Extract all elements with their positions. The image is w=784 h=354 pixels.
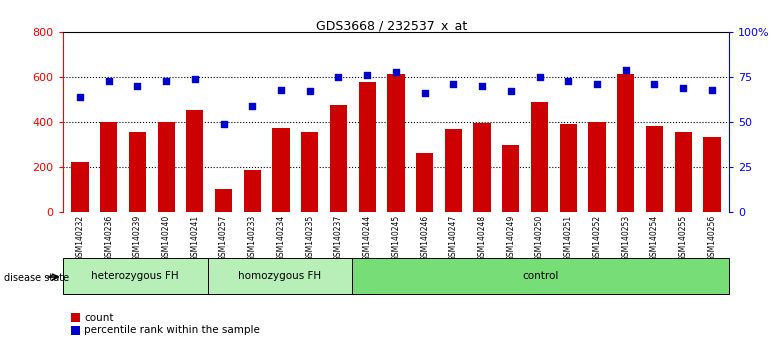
Bar: [674, 132, 691, 212]
Point: [390, 69, 402, 74]
Point: [590, 81, 603, 87]
Text: GSM140256: GSM140256: [707, 215, 717, 261]
Bar: [445, 129, 462, 212]
Bar: [208, 258, 353, 294]
Point: [419, 90, 431, 96]
Bar: [158, 122, 175, 212]
Text: GDS3668 / 232537_x_at: GDS3668 / 232537_x_at: [317, 19, 467, 33]
Point: [361, 72, 373, 78]
Point: [677, 85, 689, 91]
Point: [160, 78, 172, 84]
Bar: [531, 102, 548, 212]
Bar: [358, 81, 376, 212]
Text: disease state: disease state: [4, 273, 69, 283]
Text: count: count: [84, 313, 114, 323]
Bar: [503, 145, 520, 212]
Point: [562, 78, 575, 84]
Text: GSM140250: GSM140250: [535, 215, 544, 261]
Bar: [129, 132, 146, 212]
Bar: [301, 132, 318, 212]
Bar: [474, 123, 491, 212]
Bar: [617, 74, 634, 212]
Text: GSM140249: GSM140249: [506, 215, 515, 261]
Text: GSM140252: GSM140252: [593, 215, 601, 261]
Bar: [187, 110, 204, 212]
Bar: [71, 162, 89, 212]
Text: GSM140232: GSM140232: [75, 215, 85, 261]
Point: [706, 87, 718, 92]
Bar: [63, 258, 208, 294]
Point: [533, 74, 546, 80]
Text: GSM140254: GSM140254: [650, 215, 659, 261]
Text: GSM140235: GSM140235: [305, 215, 314, 261]
Bar: [387, 74, 405, 212]
Point: [648, 81, 661, 87]
Bar: [703, 137, 720, 212]
Text: GSM140251: GSM140251: [564, 215, 573, 261]
Bar: [272, 128, 289, 212]
Text: GSM140247: GSM140247: [449, 215, 458, 261]
Bar: [330, 105, 347, 212]
Text: GSM140246: GSM140246: [420, 215, 429, 261]
Text: GSM140255: GSM140255: [679, 215, 688, 261]
Text: heterozygous FH: heterozygous FH: [92, 271, 179, 281]
Text: GSM140244: GSM140244: [363, 215, 372, 261]
Text: percentile rank within the sample: percentile rank within the sample: [84, 325, 260, 335]
Text: GSM140248: GSM140248: [477, 215, 487, 261]
Point: [447, 81, 459, 87]
Point: [332, 74, 345, 80]
Point: [505, 88, 517, 94]
Point: [74, 94, 86, 100]
Bar: [560, 124, 577, 212]
Text: GSM140241: GSM140241: [191, 215, 199, 261]
Point: [274, 87, 287, 92]
Point: [619, 67, 632, 73]
Text: GSM140240: GSM140240: [162, 215, 171, 261]
Text: GSM140257: GSM140257: [219, 215, 228, 261]
Text: GSM140245: GSM140245: [391, 215, 401, 261]
Text: GSM140233: GSM140233: [248, 215, 257, 261]
Point: [103, 78, 115, 84]
Bar: [215, 189, 232, 212]
Text: homozygous FH: homozygous FH: [238, 271, 321, 281]
Bar: [646, 126, 663, 212]
Text: GSM140236: GSM140236: [104, 215, 113, 261]
Bar: [416, 153, 434, 212]
Point: [303, 88, 316, 94]
Text: GSM140253: GSM140253: [621, 215, 630, 261]
Point: [246, 103, 259, 109]
Point: [189, 76, 201, 82]
Bar: [100, 122, 118, 212]
Point: [131, 83, 143, 89]
Bar: [353, 258, 729, 294]
Bar: [244, 170, 261, 212]
Bar: [588, 122, 605, 212]
Text: GSM140237: GSM140237: [334, 215, 343, 261]
Text: GSM140234: GSM140234: [277, 215, 285, 261]
Point: [476, 83, 488, 89]
Point: [217, 121, 230, 127]
Text: GSM140239: GSM140239: [133, 215, 142, 261]
Text: control: control: [523, 271, 559, 281]
